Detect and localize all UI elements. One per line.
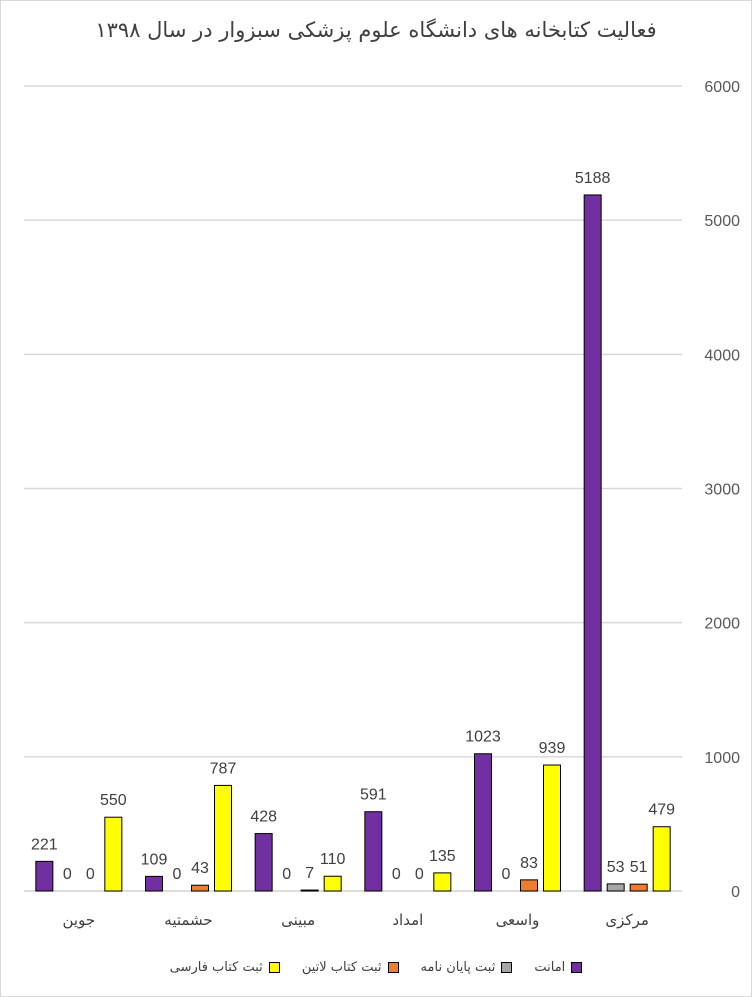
data-label: 0 (502, 866, 511, 883)
legend-item: ثبت کتاب لاتین (302, 960, 399, 975)
data-label: 53 (607, 859, 625, 876)
bar (104, 816, 123, 892)
legend-item: ثبت کتاب فارسی (170, 960, 280, 975)
y-tick-label: 3000 (704, 482, 740, 499)
category-label: جوین (63, 911, 96, 929)
data-label: 51 (630, 859, 648, 876)
data-label: 0 (392, 866, 401, 883)
data-label: 550 (100, 792, 127, 809)
bar (606, 883, 625, 892)
data-label: 221 (31, 836, 58, 853)
data-label: 479 (648, 802, 675, 819)
bar (433, 872, 452, 892)
legend-item: امانت (534, 959, 583, 975)
data-label: 135 (429, 848, 456, 865)
legend-swatch (268, 961, 280, 973)
bar (520, 879, 538, 892)
data-label: 1023 (465, 729, 501, 746)
bar (254, 833, 273, 892)
chart-title: فعالیت کتابخانه های دانشگاه علوم پزشکی س… (95, 18, 657, 42)
bar (474, 753, 492, 892)
bar (35, 860, 54, 892)
legend-label: ثبت پایان نامه (420, 959, 496, 975)
data-label: 787 (210, 760, 237, 777)
legend-swatch (501, 961, 513, 973)
gridlines (24, 85, 682, 892)
data-label: 939 (539, 740, 566, 757)
data-label: 83 (520, 855, 538, 872)
data-label: 591 (360, 787, 387, 804)
legend-label: امانت (534, 959, 566, 975)
bar (323, 875, 342, 892)
bar (191, 884, 209, 892)
data-label: 7 (305, 865, 314, 882)
data-label: 109 (141, 851, 168, 868)
data-label: 0 (415, 866, 424, 883)
data-label: 428 (250, 809, 277, 826)
data-label: 0 (63, 866, 72, 883)
category-labels: جوین حشمتیه مبینی امداد واسعی مرکزی (63, 911, 649, 929)
category-label: امداد (392, 911, 423, 929)
data-label: 0 (86, 866, 95, 883)
bars (35, 194, 671, 892)
data-label: 110 (320, 851, 346, 868)
data-label: 43 (191, 860, 209, 877)
legend-label: ثبت کتاب فارسی (169, 959, 263, 975)
category-label: واسعی (496, 911, 540, 929)
data-label: 0 (282, 866, 291, 883)
bar (214, 784, 232, 892)
bar (300, 889, 319, 892)
bar (583, 194, 602, 892)
y-tick-label: 0 (731, 884, 740, 901)
y-tick-label: 5000 (704, 213, 740, 230)
legend-swatch (387, 961, 399, 973)
bar (145, 875, 163, 892)
y-tick-label: 4000 (704, 347, 740, 364)
legend-swatch (571, 961, 583, 973)
category-label: مبینی (281, 911, 315, 929)
legend-label: ثبت کتاب لاتین (301, 959, 382, 975)
y-tick-label: 1000 (704, 750, 740, 767)
bar (364, 811, 383, 892)
bar (629, 883, 648, 892)
y-tick-label: 2000 (704, 616, 740, 633)
bar (652, 826, 671, 892)
category-label: حشمتیه (164, 911, 212, 929)
y-axis-ticks: 0 1000 2000 3000 4000 5000 6000 (704, 79, 740, 901)
data-label: 5188 (575, 170, 611, 187)
category-label: مرکزی (605, 911, 648, 929)
legend-item: ثبت پایان نامه (421, 960, 513, 975)
legend: امانت ثبت پایان نامه ثبت کتاب لاتین ثبت کتا… (0, 955, 752, 979)
bar (543, 764, 561, 892)
data-label: 0 (173, 866, 182, 883)
y-tick-label: 6000 (704, 79, 740, 96)
